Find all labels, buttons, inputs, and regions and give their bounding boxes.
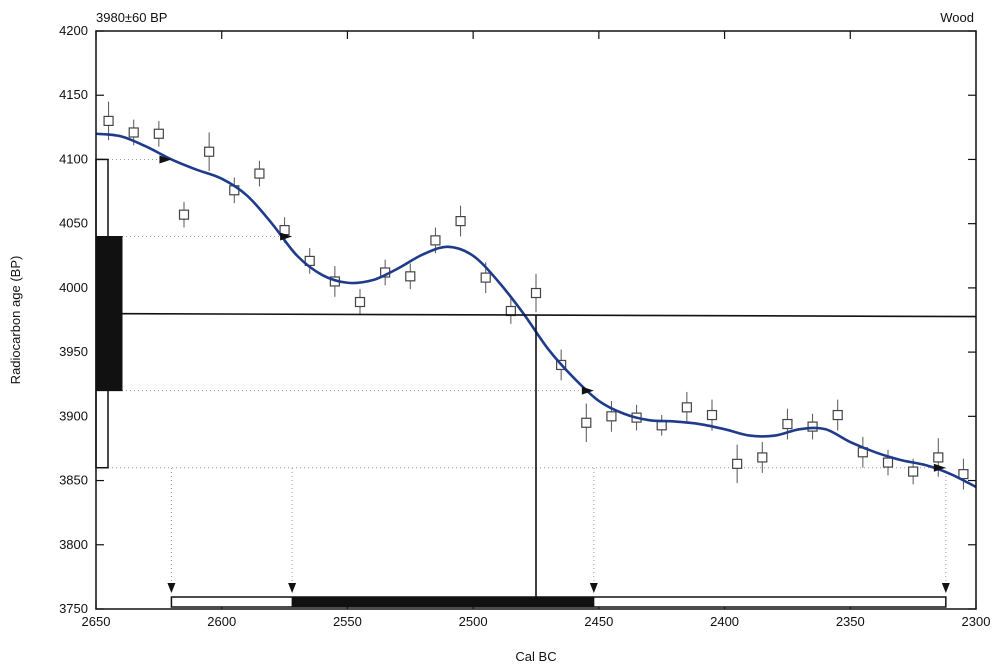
y-tick-label: 3850 <box>59 473 88 488</box>
y-tick-label: 3900 <box>59 408 88 423</box>
data-point <box>204 146 215 157</box>
x-axis-title: Cal BC <box>515 649 556 664</box>
sigma-bars <box>95 158 950 608</box>
tick-labels: 2650 2600 2550 2500 2450 2400 2350 2300 3750 3800… <box>59 23 990 629</box>
data-point <box>354 296 366 308</box>
data-point <box>480 272 491 283</box>
data-point <box>958 469 969 480</box>
y-tick-label: 4150 <box>59 87 88 102</box>
cal-range-marker <box>167 583 176 593</box>
data-point <box>732 458 743 469</box>
y-tick-label: 3800 <box>59 537 88 552</box>
one-sigma-cal-range-bar <box>291 596 595 608</box>
y-tick-label: 4050 <box>59 216 88 231</box>
data-point <box>530 287 542 299</box>
x-tick-label: 2450 <box>584 614 613 629</box>
sample-age-label: 3980±60 BP <box>96 10 167 25</box>
data-point <box>430 235 441 246</box>
curve-boundary-marker <box>933 463 946 472</box>
data-point <box>807 421 818 432</box>
x-tick-label: 2300 <box>962 614 991 629</box>
data-point <box>581 417 592 428</box>
data-point <box>933 452 944 463</box>
data-point <box>908 466 919 477</box>
data-point <box>832 409 843 421</box>
cal-range-marker <box>941 583 950 593</box>
x-tick-label: 2350 <box>836 614 865 629</box>
data-point <box>757 452 768 463</box>
cal-range-marker <box>288 583 297 593</box>
x-tick-label: 2400 <box>710 614 739 629</box>
x-tick-label: 2650 <box>82 614 111 629</box>
y-tick-label: 4200 <box>59 23 88 38</box>
x-tick-label: 2500 <box>459 614 488 629</box>
x-tick-label: 2550 <box>333 614 362 629</box>
data-point <box>153 128 164 139</box>
y-tick-label: 3950 <box>59 344 88 359</box>
curve-boundary-marker <box>581 386 594 395</box>
data-point <box>505 305 516 317</box>
data-point <box>254 168 265 179</box>
x-tick-label: 2600 <box>207 614 236 629</box>
data-point <box>706 409 718 421</box>
plot-frame <box>95 30 977 610</box>
y-axis-title: Radiocarbon age (BP) <box>8 256 23 385</box>
data-point <box>606 411 617 422</box>
data-point <box>681 402 692 413</box>
y-tick-label: 4000 <box>59 280 88 295</box>
y-tick-label: 4100 <box>59 151 88 166</box>
data-point <box>128 127 139 138</box>
curve-boundary-marker <box>280 232 293 241</box>
data-point <box>882 457 894 468</box>
data-point <box>178 209 190 220</box>
cal-range-marker <box>589 583 598 593</box>
y-tick-label: 3750 <box>59 601 88 616</box>
data-point <box>103 115 114 127</box>
intercept-lines <box>95 312 977 597</box>
data-point <box>782 418 793 430</box>
curve-boundary-marker <box>159 155 172 164</box>
material-label: Wood <box>940 10 974 25</box>
data-point <box>405 271 416 282</box>
data-point <box>455 215 466 227</box>
